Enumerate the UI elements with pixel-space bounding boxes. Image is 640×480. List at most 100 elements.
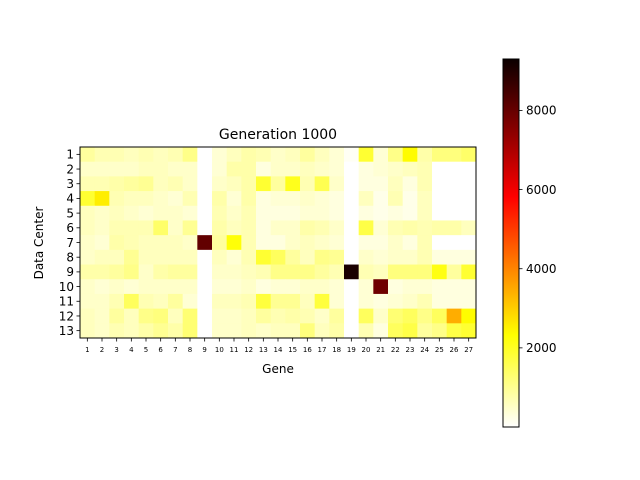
heatmap-cell <box>461 323 477 339</box>
heatmap-cell <box>461 249 477 265</box>
colorbar-axis: 2000 4000 6000 8000 <box>519 104 557 355</box>
heatmap-cell <box>212 147 228 163</box>
heatmap-cell <box>285 264 301 280</box>
heatmap-cell <box>432 264 448 280</box>
heatmap-cell <box>300 249 316 265</box>
heatmap-cell <box>285 161 301 177</box>
x-axis-title: Gene <box>262 362 294 376</box>
heatmap-cell <box>153 220 169 236</box>
heatmap-cell <box>432 293 448 310</box>
heatmap-cell <box>182 308 198 324</box>
heatmap-cell <box>329 235 345 251</box>
heatmap-cell <box>270 323 286 339</box>
heatmap-cell <box>153 323 169 339</box>
heatmap-cell <box>388 308 404 324</box>
heatmap-cell <box>212 323 228 339</box>
y-tick-label: 12 <box>59 309 74 323</box>
heatmap-cell <box>314 191 330 207</box>
heatmap-cell <box>388 293 404 310</box>
heatmap-cell <box>270 279 286 295</box>
heatmap-cell <box>446 235 462 251</box>
heatmap-cell <box>226 176 242 192</box>
heatmap-cell <box>329 220 345 236</box>
heatmap-cell <box>300 161 316 177</box>
heatmap-cell <box>402 161 418 177</box>
heatmap-cell <box>285 176 301 192</box>
heatmap-cell <box>109 161 125 177</box>
heatmap-cell <box>432 279 448 295</box>
heatmap-cell <box>241 249 257 265</box>
heatmap-cell <box>358 323 374 339</box>
heatmap-cell <box>153 249 169 265</box>
heatmap-cell <box>300 220 316 236</box>
y-tick-label: 2 <box>66 162 74 176</box>
heatmap-cell <box>270 191 286 207</box>
heatmap-cell <box>124 147 140 163</box>
heatmap-cell <box>124 293 140 310</box>
heatmap-cell <box>358 161 374 177</box>
heatmap-cell <box>256 293 272 310</box>
heatmap-cell <box>358 191 374 207</box>
heatmap-cell <box>226 323 242 339</box>
heatmap-cell <box>124 161 140 177</box>
heatmap-cell <box>168 293 184 310</box>
heatmap-cell <box>270 235 286 251</box>
heatmap-cell <box>285 235 301 251</box>
heatmap-cell <box>80 235 96 251</box>
heatmap-cell <box>182 279 198 295</box>
y-tick-label: 8 <box>66 250 74 264</box>
colorbar-tick-label: 4000 <box>526 262 557 276</box>
heatmap-cell <box>168 147 184 163</box>
x-tick-label: 8 <box>188 346 192 354</box>
heatmap-cell <box>153 264 169 280</box>
heatmap-cell <box>153 235 169 251</box>
heatmap-cell <box>124 176 140 192</box>
x-tick-label: 20 <box>362 346 371 354</box>
heatmap-cell <box>94 191 110 207</box>
x-axis: 1 2 3 4 5 6 7 8 9 10 11 12 13 14 15 16 17 18 19 20 21 22 23 24 2… <box>85 338 473 354</box>
heatmap-cell <box>446 293 462 310</box>
heatmap-cell <box>285 147 301 163</box>
heatmap-cell <box>226 191 242 207</box>
heatmap-cell <box>182 161 198 177</box>
x-tick-label: 25 <box>435 346 444 354</box>
heatmap-cell <box>197 161 213 177</box>
heatmap-cell <box>388 205 404 221</box>
heatmap-cell <box>285 293 301 310</box>
heatmap-cell <box>300 308 316 324</box>
heatmap-cell <box>109 323 125 339</box>
heatmap-cell <box>314 293 330 310</box>
heatmap-cell <box>124 323 140 339</box>
heatmap-cell <box>314 220 330 236</box>
heatmap-cell <box>256 161 272 177</box>
heatmap-cell <box>300 147 316 163</box>
heatmap-cell <box>241 205 257 221</box>
heatmap-cell <box>124 220 140 236</box>
heatmap-cell <box>446 279 462 295</box>
heatmap-cell <box>329 279 345 295</box>
heatmap-cell <box>402 235 418 251</box>
colorbar-tick-label: 2000 <box>526 341 557 355</box>
heatmap-cell <box>402 279 418 295</box>
heatmap-cell <box>153 205 169 221</box>
x-tick-label: 6 <box>158 346 163 354</box>
heatmap-cell <box>124 279 140 295</box>
heatmap-cell <box>388 235 404 251</box>
heatmap-cell <box>138 308 154 324</box>
heatmap-cell <box>256 279 272 295</box>
heatmap-cell <box>197 293 213 310</box>
heatmap-cell <box>80 176 96 192</box>
heatmap-cell <box>285 279 301 295</box>
heatmap-cell <box>329 308 345 324</box>
heatmap-cell <box>182 293 198 310</box>
x-tick-label: 19 <box>347 346 356 354</box>
heatmap-cell <box>256 205 272 221</box>
heatmap-cell <box>109 293 125 310</box>
heatmap-cell <box>329 161 345 177</box>
y-tick-label: 7 <box>66 236 74 250</box>
heatmap-cell <box>344 176 360 192</box>
heatmap-cell <box>124 308 140 324</box>
heatmap-cell <box>138 147 154 163</box>
heatmap-cell <box>388 147 404 163</box>
heatmap-cell <box>80 220 96 236</box>
